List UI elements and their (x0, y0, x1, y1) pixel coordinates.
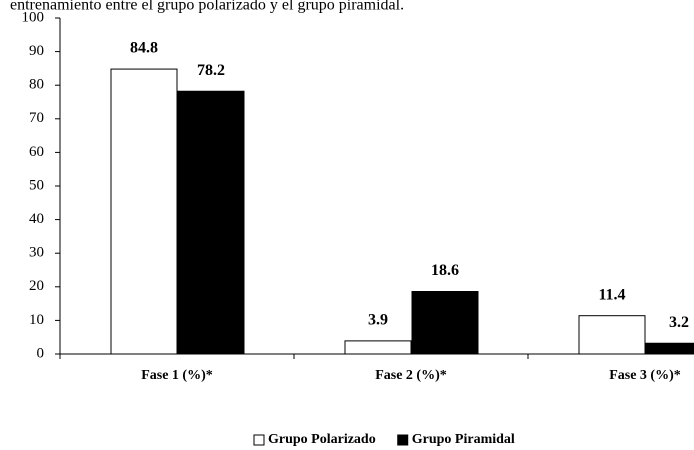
y-tick-label: 80 (29, 77, 44, 93)
bar (344, 340, 412, 355)
bar (110, 68, 178, 355)
y-tick-label: 50 (29, 177, 44, 193)
y-tick-label: 10 (29, 312, 44, 328)
legend-label: Grupo Piramidal (412, 432, 515, 447)
legend-label: Grupo Polarizado (268, 432, 376, 447)
y-tick-label: 100 (22, 9, 45, 25)
value-label: 18.6 (431, 262, 459, 279)
y-tick-label: 90 (29, 43, 44, 59)
bar (578, 315, 646, 355)
legend-swatch (397, 434, 409, 446)
y-tick-label: 40 (29, 211, 44, 227)
y-tick-label: 30 (29, 245, 44, 261)
x-tick-label: Fase 3 (%)* (609, 368, 681, 383)
y-tick-label: 60 (29, 144, 44, 160)
value-label: 3.2 (669, 314, 689, 331)
bar (645, 342, 694, 355)
x-tick-label: Fase 2 (%)* (375, 368, 447, 383)
y-tick-label: 20 (29, 278, 44, 294)
x-tick-label: Fase 1 (%)* (141, 368, 213, 383)
value-label: 3.9 (368, 312, 388, 329)
y-tick-label: 70 (29, 110, 44, 126)
bar (411, 291, 479, 355)
legend-swatch (253, 434, 265, 446)
value-label: 11.4 (598, 286, 625, 303)
value-label: 84.8 (130, 40, 158, 57)
y-tick-label: 0 (37, 345, 45, 361)
bar (177, 90, 245, 355)
value-label: 78.2 (197, 62, 225, 79)
chart-title: entrenamiento entre el grupo polarizado … (10, 0, 404, 14)
